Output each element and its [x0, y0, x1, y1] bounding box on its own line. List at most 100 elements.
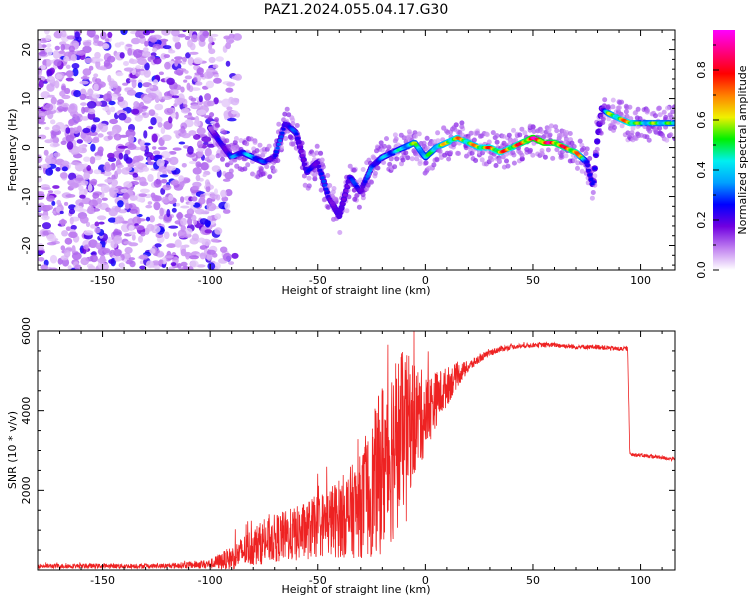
spectrogram-noise-cell [194, 208, 205, 215]
spectrogram-noise-cell [83, 156, 91, 162]
spectrogram-noise-cell [71, 63, 80, 69]
spectrogram-noise-cell [221, 98, 231, 108]
spectrogram-halo-cell [511, 160, 517, 166]
spectrogram-halo-cell [375, 165, 381, 171]
spectrogram-halo-cell [351, 167, 357, 173]
spectrogram-noise-cell [72, 68, 79, 77]
spectrogram-halo-cell [352, 196, 358, 202]
spectrogram-halo-cell [318, 187, 324, 193]
spectrogram-noise-cell [59, 172, 68, 179]
spectrogram-noise-cell [197, 237, 206, 243]
spectrogram-noise-cell [118, 152, 124, 160]
spectrogram-noise-cell [189, 51, 199, 55]
spectrogram-noise-cell [206, 202, 217, 212]
colorbar-tick-label: 0.8 [695, 61, 708, 79]
spectrogram-noise-cell [151, 133, 158, 143]
spectrogram-noise-cell [199, 252, 206, 260]
spectrogram-noise-cell [80, 257, 89, 266]
spectrogram-noise-cell [191, 233, 199, 241]
spectrogram-halo-cell [434, 157, 440, 163]
spectrogram-halo-cell [260, 171, 266, 177]
spectrogram-halo-cell [554, 147, 560, 153]
spectrogram-halo-cell [384, 136, 389, 142]
spectrogram-noise-cell [152, 150, 161, 155]
spectrogram-halo-cell [563, 153, 569, 159]
spectrogram-halo-cell [646, 137, 652, 143]
spectrogram-noise-cell [138, 235, 143, 243]
spectrogram-noise-cell [206, 143, 215, 148]
spectrogram-noise-cell [164, 255, 174, 259]
spectrogram-halo-cell [645, 126, 651, 132]
spectrogram-noise-cell [44, 139, 53, 144]
spectrogram-noise-cell [78, 185, 84, 192]
spectrogram-halo-cell [664, 137, 670, 143]
spectrogram-noise-cell [53, 59, 62, 67]
spectrogram-halo-cell [590, 190, 596, 195]
spectrogram-noise-cell [107, 217, 117, 223]
spectrogram-noise-cell [206, 249, 216, 255]
spectrogram-noise-cell [82, 45, 92, 54]
spectrogram-noise-cell [61, 166, 68, 172]
spectrogram-halo-cell [283, 136, 289, 141]
spectrogram-halo-cell [563, 139, 569, 145]
spectrogram-halo-cell [531, 128, 537, 134]
spectrogram-noise-cell [158, 214, 164, 220]
spectrogram-noise-cell [159, 207, 164, 217]
spectrogram-noise-cell [145, 216, 151, 222]
spectrogram-halo-cell [279, 145, 284, 150]
spectrogram-halo-cell [318, 150, 324, 156]
spectrogram-noise-cell [108, 100, 116, 106]
spectrogram-halo-cell [228, 168, 234, 174]
spectrogram-halo-cell [548, 123, 554, 129]
spectrogram-noise-cell [86, 165, 92, 171]
spectrogram-noise-cell [144, 40, 149, 47]
spectrogram-noise-cell [120, 188, 128, 193]
spectrogram-noise-cell [182, 98, 188, 106]
spectrogram-halo-cell [453, 122, 459, 128]
spectrogram-noise-cell [74, 162, 85, 172]
spectrogram-halo-cell [519, 126, 525, 132]
spectrogram-noise-cell [210, 33, 219, 37]
spectrogram-noise-cell [139, 265, 147, 270]
spectrogram-noise-cell [66, 141, 74, 150]
spectrogram-halo-cell [504, 151, 509, 157]
spectrogram-noise-cell [83, 41, 92, 47]
spectrogram-halo-cell [378, 140, 384, 146]
spectrogram-halo-cell [539, 129, 545, 135]
spectrogram-noise-cell [115, 72, 124, 77]
x-tick-label: 50 [526, 274, 540, 287]
spectrogram-noise-cell [139, 140, 146, 148]
spectrogram-noise-cell [221, 196, 229, 202]
snr-x-axis: -150 -100 -50 0 50 100 [59, 331, 663, 587]
spectrogram-noise-cell [163, 231, 170, 240]
spectrogram-noise-cell [164, 107, 174, 115]
spectrogram-noise-cell [153, 57, 162, 65]
spectrogram-noise-cell [184, 70, 189, 74]
spectrogram-halo-cell [610, 104, 616, 110]
spectrogram-noise-cell [125, 202, 130, 210]
spectrogram-noise-cell [107, 135, 113, 140]
spectrogram-noise-cell [106, 109, 111, 116]
spectrogram-noise-cell [79, 80, 89, 85]
spectrogram-noise-cell [214, 188, 218, 195]
spectrogram-noise-cell [60, 140, 67, 145]
spectrogram-noise-cell [58, 219, 67, 225]
spectrogram-noise-cell [122, 82, 129, 86]
spectrogram-noise-cell [84, 57, 93, 64]
spectrogram-noise-cell [119, 52, 125, 59]
spectrogram-noise-cell [53, 190, 61, 195]
spectrogram-noise-cell [174, 41, 182, 50]
spectrogram-halo-cell [209, 112, 215, 118]
spectrogram-noise-cell [87, 89, 94, 94]
spectrogram-halo-cell [446, 156, 452, 162]
spectrogram-halo-cell [435, 130, 441, 136]
spectrogram-noise-cell [214, 213, 222, 220]
spectrogram-noise-cell [166, 77, 175, 85]
spectrogram-noise-cell [43, 30, 50, 35]
spectrogram-noise-cell [80, 102, 88, 106]
spectrogram-halo-cell [644, 108, 650, 113]
spectrogram-noise-cell [38, 243, 44, 250]
y-tick-label: 2000 [20, 476, 33, 504]
spectrogram-halo-cell [493, 163, 499, 168]
spectrogram-halo-cell [301, 173, 307, 179]
